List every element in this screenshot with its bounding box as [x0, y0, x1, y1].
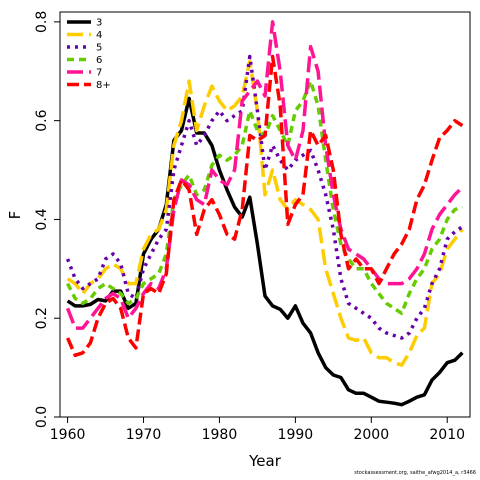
- x-tick-label: 1970: [126, 427, 162, 443]
- x-axis: 1960 1970 1980 1990 2000 2010: [50, 417, 465, 443]
- x-tick-label: 1990: [278, 427, 314, 443]
- legend-label: 4: [96, 30, 102, 41]
- x-tick-label: 2010: [429, 427, 465, 443]
- x-tick-label: 2000: [353, 427, 389, 443]
- y-axis-title: F: [6, 211, 24, 220]
- series-line-8plus: [65, 54, 464, 358]
- legend-label: 7: [96, 68, 102, 79]
- series-line-6: [66, 79, 463, 316]
- legend-label: 6: [96, 55, 102, 66]
- legend-label: 8+: [96, 80, 111, 91]
- series-line-3: [66, 96, 464, 407]
- y-tick-label: 0.6: [34, 109, 50, 131]
- legend-label: 3: [96, 18, 102, 29]
- series-line-5: [65, 54, 464, 340]
- y-axis: 0.0 0.2 0.4 0.6 0.8: [34, 11, 60, 428]
- series-line-4: [66, 59, 464, 367]
- series-line-7: [65, 20, 464, 330]
- y-tick-label: 0.0: [34, 406, 50, 428]
- y-tick-label: 0.2: [34, 307, 50, 329]
- y-tick-label: 0.4: [34, 208, 50, 230]
- y-tick-label: 0.8: [34, 11, 50, 33]
- plot-frame: [59, 11, 471, 418]
- series-layer: [65, 20, 464, 407]
- x-axis-title: Year: [248, 452, 282, 470]
- x-tick-label: 1960: [50, 427, 86, 443]
- footnote: stockassessment.org, saithe_afwg2014_a, …: [354, 470, 476, 476]
- x-tick-label: 1980: [202, 427, 238, 443]
- legend-label: 5: [96, 43, 102, 54]
- legend: 34 56 78+: [67, 18, 111, 91]
